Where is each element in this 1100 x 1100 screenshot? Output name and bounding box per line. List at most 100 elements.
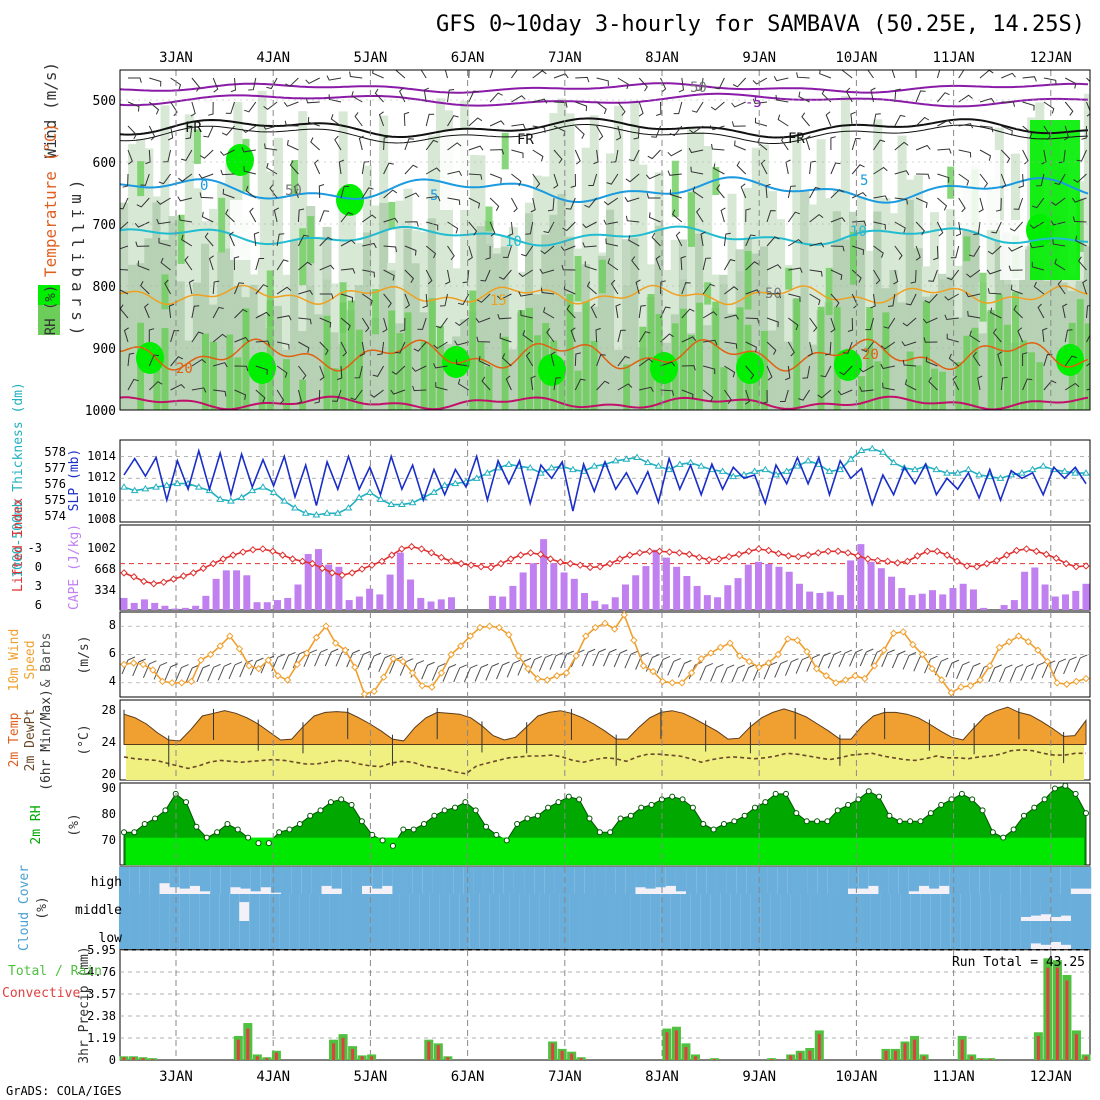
cloud-cell bbox=[329, 894, 340, 921]
upper-wind-barb bbox=[873, 166, 888, 175]
upper-wind-barb bbox=[788, 267, 803, 273]
cape-bar bbox=[335, 566, 343, 610]
cloud-cell bbox=[259, 894, 270, 921]
upper-wind-barb bbox=[383, 245, 397, 253]
upper-wind-barb bbox=[688, 147, 704, 154]
thickness-series-point bbox=[227, 497, 235, 504]
upper-wind-barb bbox=[276, 365, 288, 378]
lifted-index-series-point bbox=[269, 547, 277, 555]
cape-bar bbox=[683, 576, 691, 610]
day-label-top: 11JAN bbox=[933, 50, 975, 66]
cape-bar bbox=[826, 591, 834, 610]
upper-wind-barb bbox=[404, 138, 415, 151]
upper-wind-barb bbox=[596, 101, 607, 115]
thickness-series-point bbox=[1039, 462, 1048, 469]
upper-wind-barb bbox=[851, 191, 867, 199]
wind-speed-series-point bbox=[966, 681, 975, 690]
upper-wind-barb bbox=[745, 234, 756, 247]
upper-wind-barb bbox=[590, 303, 598, 319]
upper-wind-barb bbox=[359, 341, 365, 357]
cloud-cell bbox=[770, 921, 781, 949]
precip-conv-bar bbox=[132, 1057, 136, 1060]
wind-barb bbox=[1031, 661, 1045, 680]
cloud-cell bbox=[1050, 921, 1062, 942]
cloud-cell bbox=[299, 894, 310, 921]
lifted-index-series-point bbox=[616, 555, 624, 563]
cloud-cell bbox=[589, 921, 601, 949]
lifted-index-series-point bbox=[120, 569, 128, 577]
upper-wind-barb bbox=[423, 87, 430, 103]
lifted-index-series-point bbox=[219, 555, 227, 563]
wind-barb bbox=[282, 651, 296, 670]
cape-bar bbox=[263, 602, 271, 610]
upper-wind-barb bbox=[680, 255, 686, 271]
upper-wind-barb bbox=[1057, 279, 1066, 295]
precip-conv-bar bbox=[674, 1030, 678, 1060]
cape-bar bbox=[376, 594, 384, 610]
upper-wind-barb bbox=[511, 173, 522, 187]
wind-speed-series-point bbox=[937, 676, 946, 684]
lifted-index-series-point bbox=[159, 578, 168, 586]
upper-wind-barb bbox=[241, 125, 257, 134]
cloud-cell bbox=[730, 921, 741, 949]
upper-wind-barb bbox=[830, 269, 843, 281]
upper-wind-barb bbox=[690, 166, 704, 175]
upper-wind-barb bbox=[234, 365, 249, 372]
wind-barb bbox=[1073, 654, 1088, 673]
rh2m-point bbox=[845, 801, 852, 808]
upper-wind-barb bbox=[605, 238, 619, 247]
lifted-index-series-point bbox=[150, 580, 158, 588]
upper-wind-barb bbox=[383, 189, 398, 199]
cloud-cell bbox=[950, 894, 961, 921]
upper-wind-barb bbox=[1000, 173, 1007, 189]
lifted-index-series-point bbox=[626, 551, 634, 559]
cloud-cell bbox=[279, 894, 290, 921]
upper-wind-barb bbox=[354, 365, 363, 379]
cloud-cell bbox=[539, 921, 551, 949]
cape-bar bbox=[734, 578, 742, 610]
cloud-cell bbox=[696, 867, 707, 894]
wind-barb bbox=[153, 661, 168, 680]
upper-wind-barb bbox=[433, 341, 448, 350]
cloud-cell bbox=[810, 894, 821, 921]
lifted-index-series-point bbox=[1022, 545, 1031, 553]
cloud-cell bbox=[1050, 867, 1061, 894]
upper-wind-barb bbox=[148, 101, 160, 115]
wind-speed-series-point bbox=[1053, 679, 1061, 687]
upper-wind-barb bbox=[1054, 258, 1066, 271]
cape-bar bbox=[714, 597, 722, 610]
upper-wind-barb bbox=[894, 88, 901, 103]
upper-wind-barb bbox=[383, 293, 392, 308]
upper-wind-barb bbox=[566, 304, 576, 319]
upper-wind-barb bbox=[689, 125, 704, 134]
cloud-cell bbox=[249, 894, 260, 921]
rh2m-point bbox=[214, 829, 221, 836]
chart-title: GFS 0~10day 3-hourly for SAMBAVA (50.25E… bbox=[436, 12, 1085, 37]
upper-wind-barb bbox=[383, 162, 394, 175]
lifted-index-series-point bbox=[963, 562, 971, 570]
wind-barb bbox=[966, 662, 981, 681]
precip-conv-bar bbox=[1084, 1056, 1088, 1060]
upper-wind-barb bbox=[383, 136, 390, 151]
wind-barb bbox=[560, 650, 574, 669]
wind-speed-series-point bbox=[303, 649, 311, 657]
cloud-cell bbox=[736, 867, 747, 894]
cloud-cell bbox=[680, 894, 691, 921]
cloud-cell bbox=[1081, 867, 1092, 889]
cloud-cell bbox=[898, 867, 909, 894]
cloud-cell bbox=[544, 867, 555, 894]
upper-wind-barb bbox=[148, 125, 156, 141]
upper-wind-barb bbox=[1082, 279, 1088, 295]
upper-wind-barb bbox=[285, 77, 299, 87]
cloud-cell bbox=[149, 921, 160, 949]
cape-bar bbox=[888, 576, 896, 610]
contour-label: 15 bbox=[490, 293, 507, 309]
wind-speed-series-point bbox=[485, 622, 494, 630]
upper-wind-barb bbox=[412, 385, 427, 392]
upper-wind-barb bbox=[445, 269, 451, 285]
upper-wind-barb bbox=[702, 389, 714, 403]
upper-wind-barb bbox=[731, 121, 746, 127]
cloud-cell bbox=[800, 894, 811, 921]
upper-wind-barb bbox=[607, 258, 619, 271]
lifted-index-series-point bbox=[784, 552, 793, 560]
